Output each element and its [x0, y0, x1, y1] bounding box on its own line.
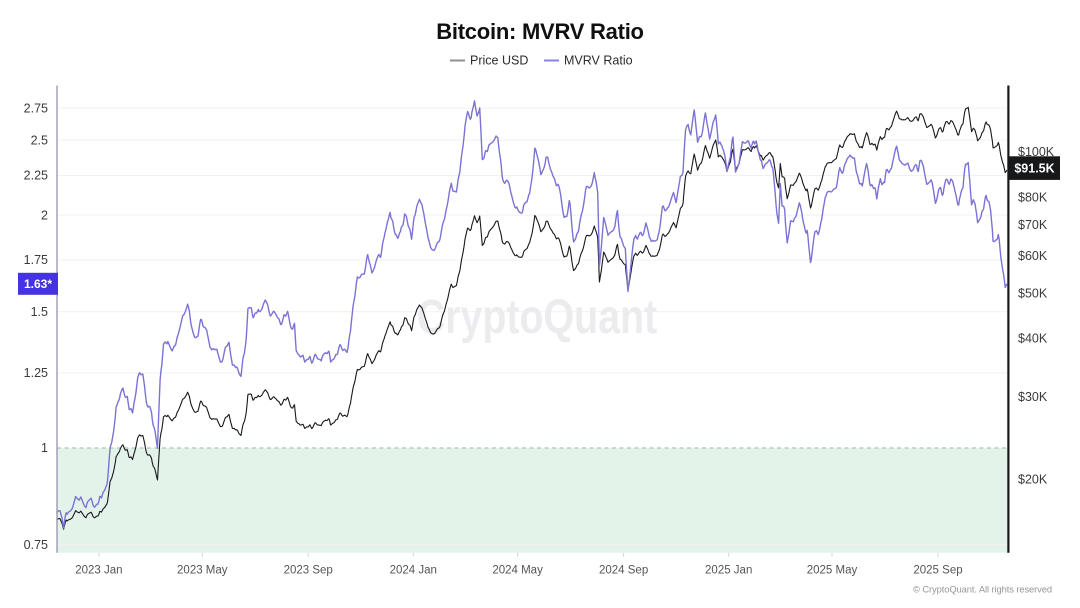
svg-text:1.25: 1.25	[24, 366, 48, 380]
svg-text:$91.5K: $91.5K	[1014, 162, 1054, 176]
svg-text:1.63*: 1.63*	[24, 277, 52, 291]
svg-text:2023 Sep: 2023 Sep	[284, 565, 333, 577]
svg-text:© CryptoQuant. All rights rese: © CryptoQuant. All rights reserved	[913, 584, 1052, 595]
svg-text:2025 Sep: 2025 Sep	[913, 565, 962, 577]
svg-text:2: 2	[41, 208, 48, 222]
svg-text:2024 Sep: 2024 Sep	[599, 565, 648, 577]
svg-text:$100K: $100K	[1018, 145, 1055, 159]
svg-text:Price USD: Price USD	[470, 54, 528, 68]
svg-text:$40K: $40K	[1018, 332, 1048, 346]
svg-text:$80K: $80K	[1018, 191, 1048, 205]
svg-text:1.75: 1.75	[24, 253, 48, 267]
svg-text:2025 Jan: 2025 Jan	[705, 565, 752, 577]
svg-text:$50K: $50K	[1018, 286, 1048, 300]
svg-text:$30K: $30K	[1018, 390, 1048, 404]
svg-text:1: 1	[41, 441, 48, 455]
svg-text:$60K: $60K	[1018, 249, 1048, 263]
svg-text:MVRV Ratio: MVRV Ratio	[564, 54, 633, 68]
svg-text:1.5: 1.5	[31, 305, 48, 319]
svg-text:2.5: 2.5	[31, 133, 48, 147]
svg-text:$70K: $70K	[1018, 218, 1048, 232]
svg-text:2.25: 2.25	[24, 169, 48, 183]
svg-text:2.75: 2.75	[24, 101, 48, 115]
svg-text:$20K: $20K	[1018, 473, 1048, 487]
svg-text:0.75: 0.75	[24, 538, 48, 552]
svg-text:2023 May: 2023 May	[177, 565, 228, 577]
svg-text:2023 Jan: 2023 Jan	[75, 565, 122, 577]
svg-text:2024 May: 2024 May	[492, 565, 543, 577]
svg-text:2024 Jan: 2024 Jan	[390, 565, 437, 577]
svg-text:2025 May: 2025 May	[807, 565, 858, 577]
svg-text:CryptoQuant: CryptoQuant	[417, 290, 658, 344]
svg-text:Bitcoin: MVRV Ratio: Bitcoin: MVRV Ratio	[436, 19, 644, 44]
